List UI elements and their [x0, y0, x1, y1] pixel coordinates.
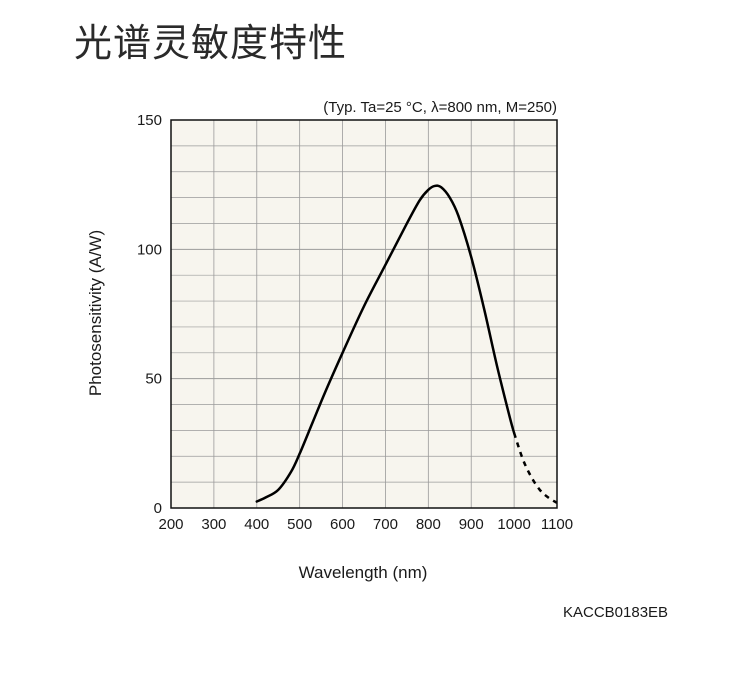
x-tick-label: 200 — [158, 516, 183, 533]
x-tick-label: 1100 — [541, 516, 573, 533]
series-line-measured — [255, 184, 516, 503]
x-tick-label: 400 — [244, 516, 269, 533]
y-tick-label: 0 — [154, 500, 162, 517]
x-tick-label: 600 — [330, 516, 355, 533]
plot-frame — [170, 119, 558, 509]
x-tick-label: 700 — [373, 516, 398, 533]
y-tick-label: 150 — [137, 112, 162, 129]
series-curves — [255, 184, 558, 504]
series-line-extrapolated — [512, 432, 558, 504]
x-tick-label: 800 — [416, 516, 441, 533]
x-tick-label: 500 — [287, 516, 312, 533]
y-axis-label: Photosensitivity (A/W) — [86, 230, 105, 396]
x-tick-label: 1000 — [497, 516, 530, 533]
chart-subtitle: (Typ. Ta=25 °C, λ=800 nm, M=250) — [323, 99, 557, 116]
tick-labels: 200 300 400 500 600 700 800 900 1000 1100 0 50 100 15… — [137, 112, 573, 533]
y-tick-label: 100 — [137, 241, 162, 258]
plot-background — [171, 120, 557, 508]
page-title: 光谱灵敏度特性 — [74, 21, 348, 65]
figure-code: KACCB0183EB — [563, 604, 669, 621]
x-axis-label: Wavelength (nm) — [299, 563, 428, 582]
x-tick-label: 300 — [201, 516, 226, 533]
grid-lines — [171, 120, 557, 508]
y-tick-label: 50 — [145, 371, 162, 388]
x-tick-label: 900 — [459, 516, 484, 533]
